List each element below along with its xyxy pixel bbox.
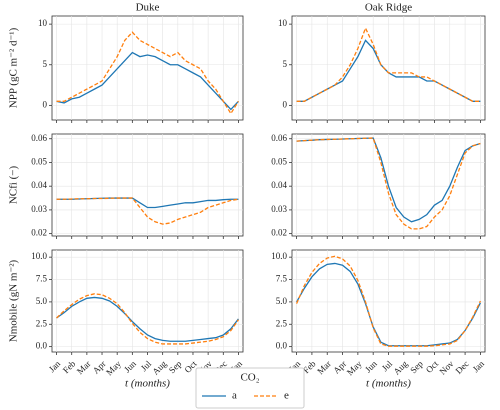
y-tick-label: 5.0	[276, 296, 288, 306]
x-tick-label: Apr	[91, 359, 108, 376]
y-tick-label: 7.5	[36, 274, 48, 284]
panel-title: Oak Ridge	[365, 2, 412, 14]
y-tick-label: 10.0	[31, 251, 47, 261]
legend-label: a	[232, 390, 237, 402]
y-tick-label: 2.5	[276, 318, 288, 328]
x-tick-label: May	[345, 358, 364, 377]
y-tick-label: 0.03	[31, 204, 47, 214]
y-axis-label: Nmobile (gN m⁻²)	[8, 259, 20, 342]
y-tick-label: 10	[38, 18, 48, 28]
series-line	[56, 296, 239, 342]
x-tick-label: Jun	[122, 358, 138, 374]
x-tick-label: Nov	[437, 358, 455, 376]
series-line	[296, 26, 481, 102]
x-tick-label: Jan	[471, 358, 487, 374]
series-line	[56, 31, 240, 115]
series-line	[56, 293, 239, 345]
y-tick-label: 5.0	[36, 296, 48, 306]
series-line	[56, 51, 239, 111]
x-tick-label: Aug	[391, 358, 409, 376]
y-tick-label: 2.5	[36, 318, 48, 328]
panel-title: Duke	[136, 2, 160, 14]
y-axis-label: NCfi (−)	[8, 166, 20, 205]
x-tick-label: Mar	[75, 359, 93, 377]
legend-title: CO₂	[240, 372, 259, 384]
legend-box	[195, 367, 305, 409]
y-tick-label: 0.04	[271, 180, 287, 190]
y-tick-label: 10	[278, 18, 288, 28]
x-tick-label: Oct	[424, 358, 441, 375]
y-tick-label: 0	[283, 99, 288, 109]
y-tick-label: 0.05	[271, 157, 287, 167]
series-line	[296, 255, 481, 347]
y-tick-label: 5	[283, 59, 288, 69]
y-tick-label: 0	[43, 99, 48, 109]
y-axis-label: NPP (gC m⁻² d⁻¹)	[8, 27, 20, 108]
x-tick-label: Dec	[453, 359, 470, 376]
y-tick-label: 0.04	[31, 180, 47, 190]
series-line	[56, 197, 239, 225]
y-tick-label: 0.06	[271, 133, 287, 143]
y-tick-label: 0.05	[31, 157, 47, 167]
x-tick-label: Jun	[363, 358, 379, 374]
x-tick-label: Sep	[167, 358, 184, 375]
y-tick-label: 0.02	[31, 228, 47, 238]
y-tick-label: 10.0	[271, 251, 287, 261]
x-tick-label: Mar	[315, 359, 333, 377]
y-tick-label: 0.0	[276, 341, 288, 351]
y-tick-label: 7.5	[276, 274, 288, 284]
y-tick-label: 5	[43, 59, 48, 69]
x-tick-label: Aug	[150, 358, 168, 376]
x-tick-label: Feb	[61, 358, 78, 375]
y-tick-label: 0.03	[271, 204, 287, 214]
x-tick-label: Sep	[408, 358, 425, 375]
x-tick-label: May	[104, 358, 123, 377]
x-axis-label: t (months)	[366, 378, 411, 390]
x-tick-label: Apr	[331, 359, 348, 376]
x-tick-label: Jan	[47, 358, 63, 374]
x-axis-label: t (months)	[125, 378, 170, 390]
y-tick-label: 0.0	[36, 341, 48, 351]
legend-label: e	[284, 390, 289, 402]
y-tick-label: 0.02	[271, 228, 287, 238]
series-line	[296, 137, 481, 230]
y-tick-label: 0.06	[31, 133, 47, 143]
